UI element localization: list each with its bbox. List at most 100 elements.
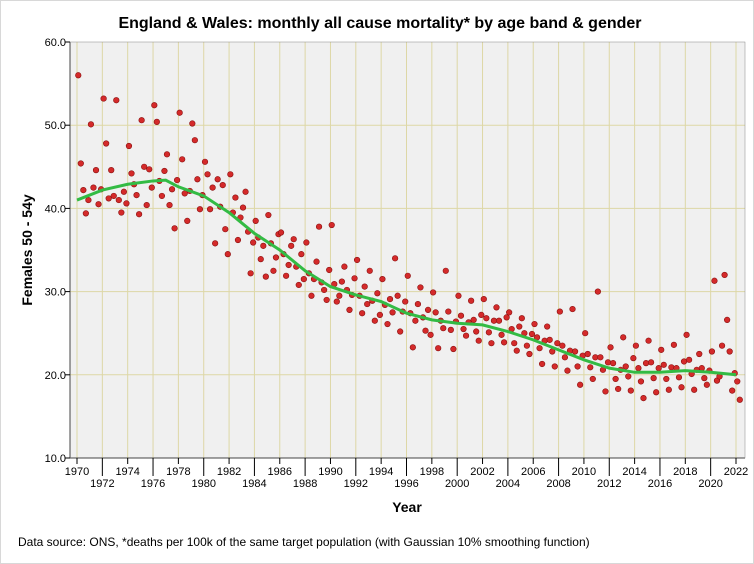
x-tick-label: 1976 — [141, 478, 165, 490]
data-point — [166, 201, 173, 209]
data-point — [539, 360, 546, 368]
data-point — [321, 286, 328, 294]
data-point — [224, 251, 231, 258]
x-tick-label: 1984 — [242, 478, 266, 490]
data-point — [470, 316, 477, 323]
data-point — [414, 300, 422, 308]
data-point — [462, 332, 470, 339]
data-point — [103, 140, 110, 147]
x-tick-label: 1988 — [293, 478, 317, 490]
data-point — [163, 151, 171, 158]
data-point — [427, 331, 434, 338]
data-point — [615, 385, 622, 393]
data-point — [315, 223, 323, 230]
data-point — [447, 326, 454, 333]
x-tick-label: 2022 — [724, 466, 748, 478]
plot-border — [69, 41, 746, 459]
data-point — [128, 170, 135, 177]
data-point — [376, 311, 383, 318]
data-point — [194, 176, 201, 183]
data-point — [457, 312, 465, 319]
data-point — [105, 195, 112, 202]
data-point — [506, 309, 513, 316]
y-tick-label: 40.0 — [45, 203, 66, 215]
data-point — [696, 350, 703, 358]
y-tick-label: 20.0 — [45, 370, 66, 382]
data-point — [232, 194, 239, 201]
axis-ticks: 10.0 20.0 30.0 40.0 50.0 60.0 1970197219741976… — [45, 37, 749, 490]
data-point — [153, 118, 160, 125]
data-point — [645, 337, 652, 344]
data-point — [171, 225, 178, 232]
data-point — [736, 396, 743, 403]
data-point — [181, 190, 188, 197]
data-point — [290, 236, 297, 243]
data-point — [485, 329, 492, 336]
x-tick-label: 2016 — [648, 478, 672, 490]
data-point — [637, 378, 645, 385]
data-point — [257, 256, 264, 263]
data-point — [135, 211, 143, 218]
data-point — [303, 239, 310, 246]
data-point — [680, 358, 688, 365]
data-point — [404, 272, 411, 279]
data-point — [663, 375, 670, 383]
data-point — [328, 221, 335, 229]
data-point — [587, 364, 594, 371]
data-point — [359, 310, 366, 317]
data-point — [196, 206, 204, 213]
data-point — [686, 356, 693, 363]
data-point — [364, 300, 371, 308]
data-point — [417, 284, 424, 291]
data-point — [108, 167, 115, 174]
data-point — [424, 306, 432, 314]
data-point — [668, 364, 675, 371]
data-point — [138, 117, 145, 124]
data-point — [678, 384, 685, 391]
x-tick-label: 2000 — [445, 478, 469, 490]
data-point — [283, 272, 290, 279]
data-point — [120, 188, 127, 195]
x-tick-label: 1980 — [191, 478, 215, 490]
data-point — [285, 261, 292, 269]
x-tick-label: 1998 — [420, 466, 444, 478]
data-point — [503, 314, 510, 321]
data-point — [298, 251, 305, 258]
data-point — [592, 354, 599, 361]
data-point — [394, 292, 401, 299]
data-point — [80, 186, 87, 194]
data-point — [620, 334, 627, 341]
data-point — [526, 350, 533, 358]
data-point — [647, 359, 655, 366]
data-point — [113, 97, 120, 104]
data-point — [336, 292, 343, 299]
x-tick-label: 1990 — [318, 466, 342, 478]
data-point — [703, 381, 710, 388]
data-point — [272, 254, 280, 261]
data-point — [440, 325, 447, 332]
data-point — [323, 296, 330, 304]
data-point — [214, 176, 221, 183]
data-point — [683, 331, 690, 338]
data-point — [546, 336, 553, 343]
data-point — [92, 167, 100, 174]
data-point — [642, 360, 650, 367]
data-point — [650, 375, 657, 382]
data-point — [612, 375, 619, 383]
data-point — [115, 196, 122, 204]
data-point — [300, 276, 307, 283]
data-point — [371, 317, 378, 324]
data-point — [412, 317, 419, 324]
data-point — [189, 120, 196, 127]
data-point — [488, 340, 495, 347]
x-tick-label: 1982 — [217, 466, 241, 478]
data-point — [402, 298, 409, 305]
data-point — [480, 295, 487, 303]
x-tick-label: 1996 — [394, 478, 418, 490]
data-point — [455, 292, 462, 299]
data-point — [361, 283, 368, 290]
data-point — [366, 267, 373, 274]
data-point — [379, 276, 386, 283]
data-point — [125, 142, 133, 150]
data-point — [389, 309, 396, 316]
